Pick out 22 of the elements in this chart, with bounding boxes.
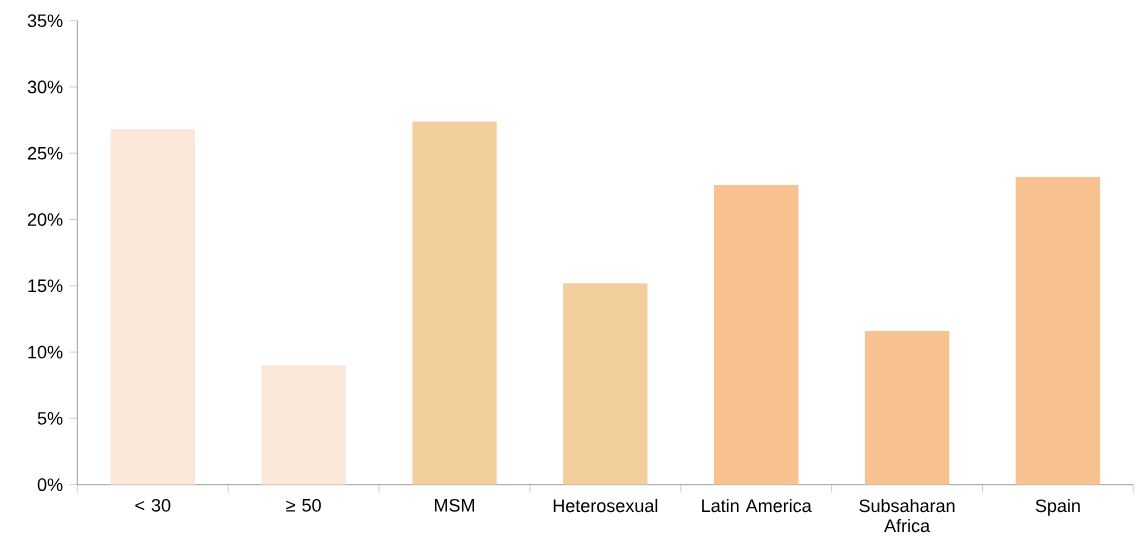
bar xyxy=(563,283,648,485)
bar xyxy=(110,129,196,485)
x-tick-label: < 30 xyxy=(135,498,171,512)
x-tick-label: MSM xyxy=(434,498,475,512)
x-tick-label: Spain xyxy=(1035,498,1080,516)
y-tick-label: 35% xyxy=(27,14,63,28)
bar xyxy=(412,121,497,485)
y-tick-label: 0% xyxy=(37,478,63,492)
x-tick-label: Latin America xyxy=(702,498,812,513)
y-tick-label: 5% xyxy=(37,412,63,425)
y-tick-label: 20% xyxy=(27,213,63,226)
bar xyxy=(1015,177,1101,485)
y-tick-label: 25% xyxy=(27,146,63,160)
bar xyxy=(864,330,950,485)
x-tick-label: Subsaharan Africa xyxy=(859,498,955,533)
y-tick-label: 15% xyxy=(28,279,63,293)
y-tick-label: 30% xyxy=(27,80,63,94)
bar xyxy=(261,365,346,485)
x-tick-label: Heterosexual xyxy=(553,498,658,513)
bar xyxy=(713,185,799,485)
x-tick-label: ≥ 50 xyxy=(286,498,321,512)
y-tick-label: 10% xyxy=(28,345,63,359)
